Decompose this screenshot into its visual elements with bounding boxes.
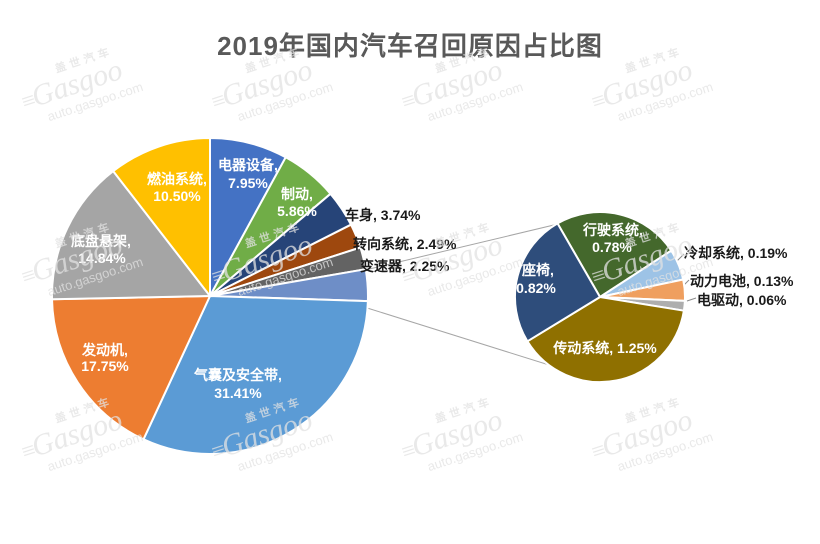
secondary-pie-label-2: 动力电池, 0.13% xyxy=(690,273,794,289)
main-pie-label-9: 10.50% xyxy=(153,188,201,204)
main-pie-label-2: 车身, 3.74% xyxy=(345,207,421,223)
secondary-pie-slice-5 xyxy=(513,222,601,343)
main-pie-slice-9 xyxy=(112,137,211,297)
secondary-pie-label-4: 传动系统, 1.25% xyxy=(552,340,657,356)
chart-title: 2019年国内汽车召回原因占比图 xyxy=(217,31,603,61)
label-leader-line xyxy=(686,297,697,302)
main-pie-label-1: 5.86% xyxy=(277,203,317,219)
label-leader-line xyxy=(676,253,685,262)
main-pie-label-8: 14.84% xyxy=(78,250,126,266)
main-pie-label-1: 制动, xyxy=(281,186,313,202)
main-pie-label-3: 转向系统, 2.49% xyxy=(353,236,457,252)
main-pie-slice-7 xyxy=(51,295,211,441)
secondary-pie-label-5: 0.82% xyxy=(516,280,556,296)
main-pie-label-0: 电器设备, xyxy=(218,157,278,173)
main-pie-label-9: 燃油系统, xyxy=(147,171,207,187)
secondary-pie-slice-0 xyxy=(556,211,673,298)
main-pie-slice-8 xyxy=(50,170,211,301)
main-pie-label-6: 气囊及安全带, xyxy=(193,367,282,383)
main-pie-label-7: 17.75% xyxy=(81,358,129,374)
secondary-pie-label-0: 行驶系统, xyxy=(582,222,643,238)
main-pie-label-6: 31.41% xyxy=(214,385,262,401)
main-pie-label-7: 发动机, xyxy=(81,342,128,358)
secondary-pie-label-5: 座椅, xyxy=(522,262,554,278)
main-pie-label-0: 7.95% xyxy=(228,175,268,191)
secondary-pie-label-0: 0.78% xyxy=(592,239,632,255)
main-pie-slice-6 xyxy=(142,295,369,455)
main-pie-label-4: 变速器, 2.25% xyxy=(360,258,450,274)
secondary-pie-label-1: 冷却系统, 0.19% xyxy=(684,245,788,261)
main-pie-label-8: 底盘悬架, xyxy=(71,233,131,249)
secondary-pie-label-3: 电驱动, 0.06% xyxy=(697,292,787,308)
